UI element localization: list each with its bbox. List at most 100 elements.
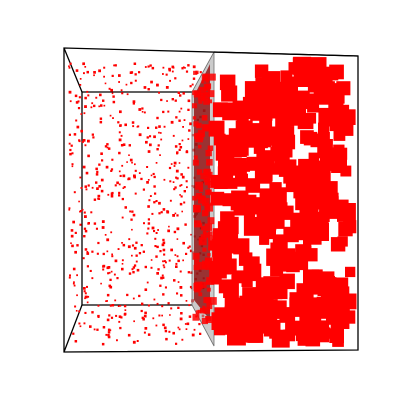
- data-point: [117, 305, 120, 307]
- data-point: [75, 101, 79, 104]
- data-point: [180, 173, 183, 176]
- data-point: [87, 94, 90, 97]
- data-point: [163, 260, 166, 263]
- data-point: [175, 169, 179, 173]
- data-point: [68, 133, 71, 136]
- data-point: [159, 154, 161, 156]
- data-point: [179, 286, 183, 289]
- data-point: [169, 314, 171, 316]
- data-point: [205, 280, 210, 285]
- data-point: [162, 238, 165, 242]
- data-point: [186, 186, 188, 189]
- data-cube: [319, 131, 330, 143]
- data-point: [156, 148, 159, 151]
- data-point: [207, 90, 215, 98]
- data-point: [202, 73, 209, 80]
- data-point: [174, 77, 177, 80]
- data-point: [117, 121, 120, 124]
- data-point: [101, 159, 104, 162]
- data-cube: [212, 102, 228, 118]
- data-point: [192, 65, 196, 69]
- data-cube: [235, 120, 253, 138]
- data-point: [105, 165, 109, 169]
- data-point: [192, 90, 197, 96]
- data-point: [70, 229, 74, 232]
- data-point: [174, 99, 177, 102]
- data-point: [138, 172, 141, 174]
- data-point: [180, 107, 183, 110]
- data-point: [170, 163, 173, 165]
- data-point: [123, 313, 127, 316]
- data-cube: [243, 217, 263, 236]
- data-cube: [283, 329, 296, 342]
- data-point: [205, 258, 212, 265]
- data-point: [90, 211, 93, 214]
- data-point: [187, 166, 190, 169]
- data-point: [150, 174, 153, 177]
- data-point: [93, 198, 97, 201]
- data-point: [140, 309, 143, 313]
- data-point: [189, 249, 193, 253]
- data-point: [106, 318, 110, 322]
- data-cube: [249, 314, 260, 325]
- data-point: [95, 167, 98, 171]
- data-cube: [217, 221, 237, 240]
- data-point: [71, 165, 74, 168]
- data-point: [193, 70, 198, 75]
- front-frame: [63, 47, 359, 353]
- data-point: [155, 255, 158, 258]
- data-point: [152, 172, 155, 175]
- data-point: [71, 244, 74, 248]
- data-point: [111, 255, 114, 258]
- data-point: [111, 74, 114, 77]
- data-cube: [322, 81, 335, 94]
- data-point: [119, 305, 122, 307]
- data-point: [113, 273, 116, 276]
- data-point: [72, 220, 75, 224]
- data-point: [158, 131, 160, 134]
- data-cube: [256, 136, 268, 149]
- data-point: [163, 326, 167, 330]
- data-point: [187, 271, 190, 274]
- data-point: [205, 316, 209, 320]
- data-cube: [330, 237, 346, 252]
- data-point: [90, 106, 93, 109]
- data-point: [192, 77, 196, 80]
- data-point: [184, 223, 187, 226]
- data-point: [203, 84, 211, 91]
- data-point: [108, 271, 111, 274]
- data-point: [122, 143, 126, 146]
- data-point: [119, 174, 122, 177]
- data-point: [179, 146, 183, 149]
- data-point: [83, 235, 86, 238]
- data-point: [133, 246, 137, 250]
- data-point: [83, 211, 86, 214]
- data-point: [132, 102, 135, 105]
- data-point: [181, 175, 185, 179]
- data-point: [98, 185, 101, 188]
- data-point: [207, 189, 212, 195]
- data-point: [97, 194, 101, 198]
- data-point: [167, 110, 170, 113]
- data-point: [178, 110, 181, 113]
- data-cube: [232, 142, 247, 158]
- data-point: [193, 264, 199, 271]
- data-point: [208, 235, 214, 241]
- data-point: [183, 190, 186, 193]
- data-point: [149, 195, 152, 197]
- data-point: [134, 192, 137, 195]
- data-point: [135, 241, 138, 244]
- data-cube: [256, 150, 274, 168]
- data-point: [199, 71, 202, 74]
- large-cubes-cloud: [208, 56, 357, 348]
- data-point: [156, 302, 159, 305]
- data-point: [184, 323, 187, 325]
- depth-edge: [63, 47, 83, 93]
- data-point: [142, 250, 145, 253]
- data-point: [135, 254, 138, 257]
- data-point: [185, 328, 188, 330]
- data-point: [162, 73, 164, 75]
- data-point: [128, 144, 131, 147]
